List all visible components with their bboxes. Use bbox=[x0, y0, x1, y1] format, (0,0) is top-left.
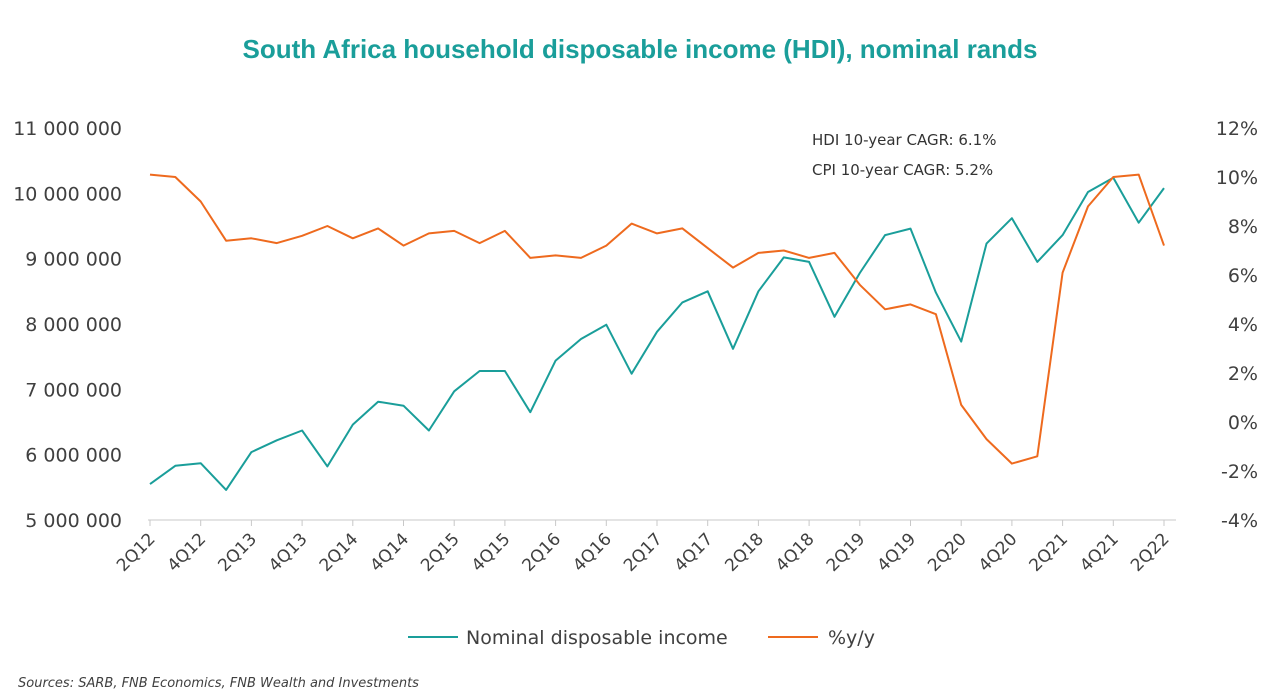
left-tick-label: 11 000 000 bbox=[13, 118, 122, 140]
left-y-axis-ticks: 5 000 000 6 000 000 7 000 000 8 000 000 9 00… bbox=[13, 118, 122, 532]
legend-label-yoy: %y/y bbox=[828, 627, 875, 649]
source-note: Sources: SARB, FNB Economics, FNB Wealth… bbox=[18, 676, 419, 691]
x-tick-label: 4Q16 bbox=[569, 529, 616, 576]
x-tick-label: 2Q12 bbox=[113, 529, 160, 576]
chart-title: South Africa household disposable income… bbox=[242, 34, 1038, 64]
right-tick-label: 2% bbox=[1228, 363, 1258, 385]
x-tick-label: 2Q15 bbox=[417, 529, 464, 576]
series-line-nominal-disposable-income bbox=[149, 176, 1165, 491]
x-tick-label: 2Q19 bbox=[823, 529, 870, 576]
x-tick-label: 4Q18 bbox=[772, 529, 819, 576]
x-tick-label: 4Q12 bbox=[164, 529, 211, 576]
right-y-axis-ticks: -4% -2% 0% 2% 4% 6% 8% 10% 12% bbox=[1216, 118, 1258, 532]
chart-legend: Nominal disposable income %y/y bbox=[408, 627, 875, 649]
series-layer bbox=[149, 173, 1165, 491]
x-tick-label: 2Q13 bbox=[214, 529, 261, 576]
right-tick-label: 12% bbox=[1216, 118, 1258, 140]
legend-label-nominal-disposable-income: Nominal disposable income bbox=[466, 627, 728, 649]
x-tick-label: 2Q21 bbox=[1026, 529, 1073, 576]
hdi-cagr-note: HDI 10-year CAGR: 6.1% bbox=[812, 131, 996, 149]
x-tick-label: 2Q16 bbox=[519, 529, 566, 576]
right-tick-label: 6% bbox=[1228, 265, 1258, 287]
x-tick-label: 4Q13 bbox=[265, 529, 312, 576]
left-tick-label: 10 000 000 bbox=[13, 183, 122, 205]
left-tick-label: 7 000 000 bbox=[25, 379, 122, 401]
series-line-yoy bbox=[149, 173, 1165, 465]
right-tick-label: 10% bbox=[1216, 167, 1258, 189]
x-tick-label: 4Q21 bbox=[1076, 529, 1123, 576]
x-tick-label: 2Q20 bbox=[924, 529, 971, 576]
cpi-cagr-note: CPI 10-year CAGR: 5.2% bbox=[812, 161, 993, 179]
x-tick-label: 4Q14 bbox=[366, 529, 413, 576]
x-axis-ticks: 2Q12 4Q12 2Q13 4Q13 2Q14 4Q14 2Q15 4Q15 2Q16 4Q16… bbox=[113, 520, 1174, 576]
x-tick-label: 2Q22 bbox=[1127, 529, 1174, 576]
left-tick-label: 6 000 000 bbox=[25, 445, 122, 467]
left-tick-label: 8 000 000 bbox=[25, 314, 122, 336]
cagr-annotations: HDI 10-year CAGR: 6.1% CPI 10-year CAGR:… bbox=[812, 131, 996, 179]
x-tick-label: 4Q20 bbox=[975, 529, 1022, 576]
x-tick-label: 4Q15 bbox=[468, 529, 515, 576]
x-tick-label: 2Q17 bbox=[620, 529, 667, 576]
x-tick-label: 4Q19 bbox=[873, 529, 920, 576]
right-tick-label: 0% bbox=[1228, 412, 1258, 434]
x-tick-label: 2Q14 bbox=[316, 529, 363, 576]
x-tick-label: 2Q18 bbox=[721, 529, 768, 576]
right-tick-label: 8% bbox=[1228, 216, 1258, 238]
left-tick-label: 5 000 000 bbox=[25, 510, 122, 532]
x-tick-label: 4Q17 bbox=[671, 529, 718, 576]
right-tick-label: -4% bbox=[1221, 510, 1258, 532]
left-tick-label: 9 000 000 bbox=[25, 249, 122, 271]
right-tick-label: 4% bbox=[1228, 314, 1258, 336]
right-tick-label: -2% bbox=[1221, 461, 1258, 483]
